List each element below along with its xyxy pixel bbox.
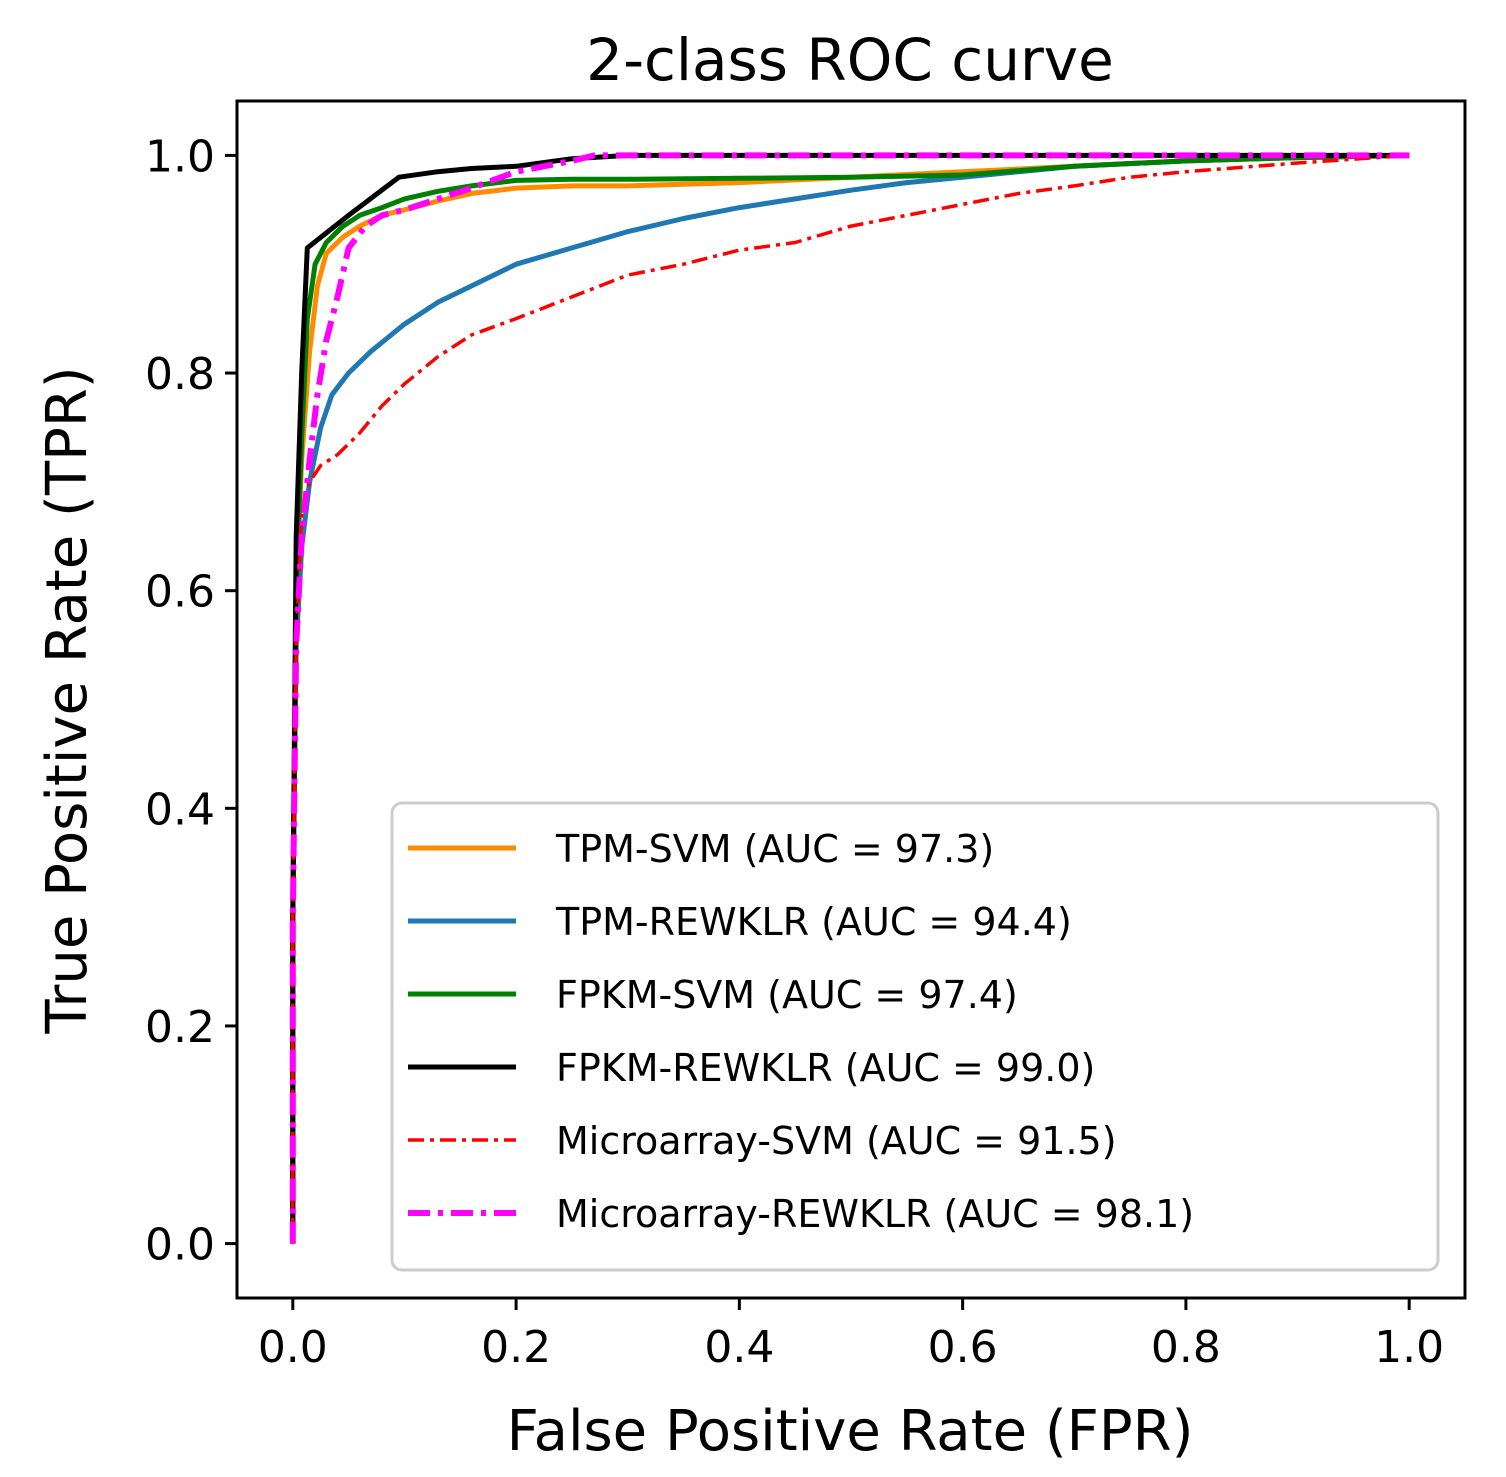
y-tick-label: 0.6	[145, 567, 215, 618]
x-ticks: 0.0 0.2 0.4 0.6 0.8 1.0	[258, 1298, 1444, 1373]
legend-label: Microarray-SVM (AUC = 91.5)	[556, 1119, 1117, 1163]
y-ticks: 0.0 0.2 0.4 0.6 0.8 1.0	[145, 131, 237, 1271]
legend-label: FPKM-REWKLR (AUC = 99.0)	[556, 1046, 1095, 1090]
x-tick-label: 0.2	[481, 1322, 551, 1373]
series-layer	[289, 152, 1410, 1244]
x-tick-label: 0.0	[258, 1322, 328, 1373]
series-line-5	[291, 153, 1410, 1244]
legend-label: Microarray-REWKLR (AUC = 98.1)	[556, 1192, 1194, 1236]
x-tick-label: 0.6	[928, 1322, 998, 1373]
legend-items: TPM-SVM (AUC = 97.3) TPM-REWKLR (AUC = 94…	[408, 827, 1194, 1236]
y-tick-label: 0.4	[145, 784, 215, 835]
chart-title: 2-class ROC curve	[586, 26, 1114, 94]
legend-label: TPM-SVM (AUC = 97.3)	[555, 827, 994, 871]
y-tick-label: 1.0	[145, 131, 215, 182]
legend-box	[390, 801, 1440, 1272]
y-tick-label: 0.2	[145, 1002, 215, 1053]
y-axis-title: True Positive Rate (TPR)	[35, 366, 100, 1034]
series-line-6	[289, 152, 1410, 1244]
x-tick-label: 0.8	[1151, 1322, 1221, 1373]
x-axis-title: False Positive Rate (FPR)	[507, 1399, 1194, 1464]
legend: TPM-SVM (AUC = 97.3) TPM-REWKLR (AUC = 94…	[390, 801, 1440, 1272]
x-tick-label: 0.4	[704, 1322, 774, 1373]
series-line-3	[290, 152, 1410, 1244]
legend-label: TPM-REWKLR (AUC = 94.4)	[555, 900, 1072, 944]
y-tick-label: 0.0	[145, 1220, 215, 1271]
plot-frame	[235, 99, 1467, 1300]
x-tick-label: 1.0	[1374, 1322, 1444, 1373]
legend-label: FPKM-SVM (AUC = 97.4)	[556, 973, 1018, 1017]
y-tick-label: 0.8	[145, 349, 215, 400]
